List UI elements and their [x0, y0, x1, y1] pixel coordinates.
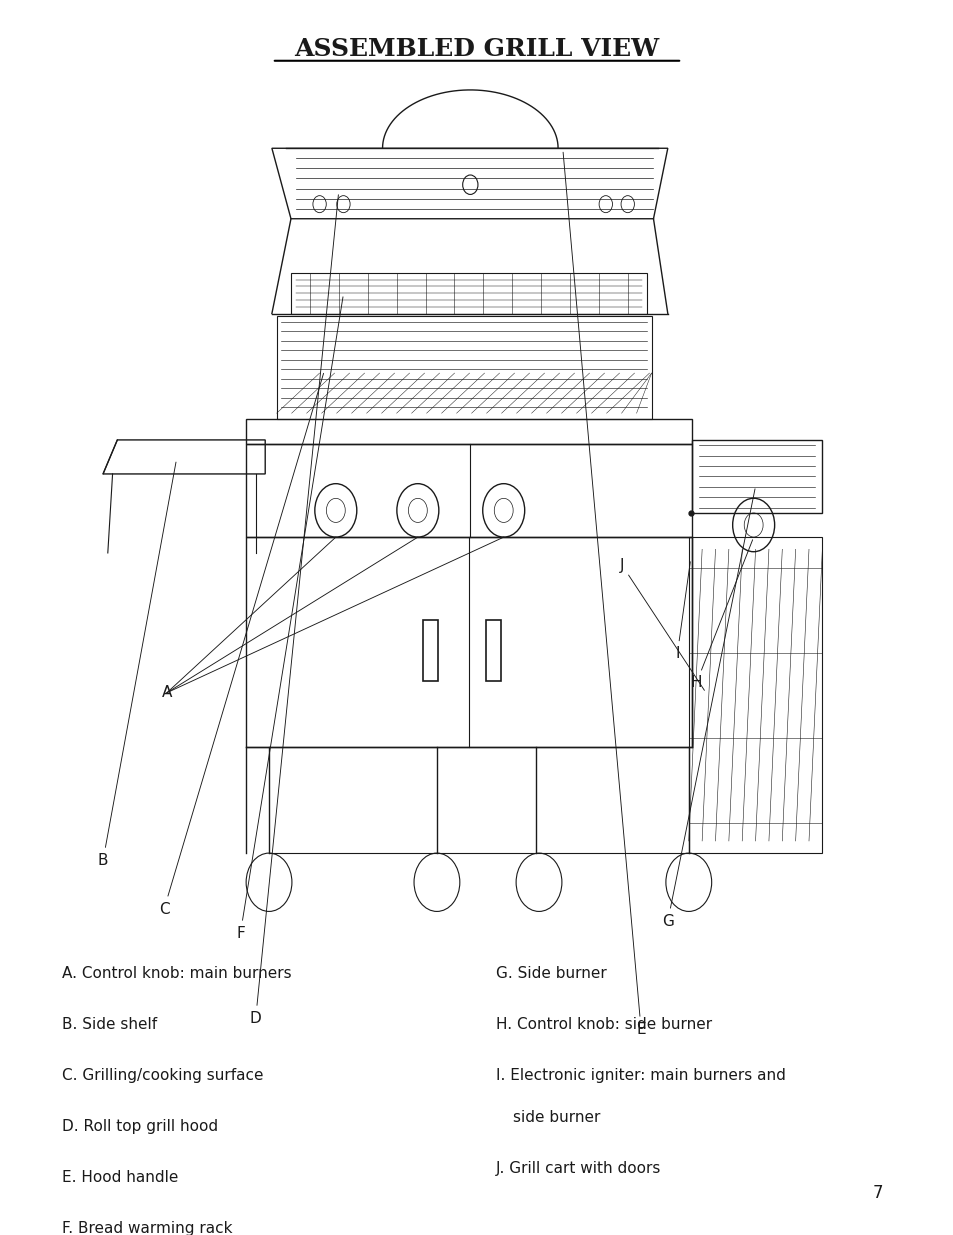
Text: G: G: [661, 489, 754, 929]
Text: J. Grill cart with doors: J. Grill cart with doors: [496, 1161, 660, 1176]
Text: H: H: [690, 540, 752, 690]
Text: F: F: [235, 296, 343, 941]
Text: C: C: [158, 373, 323, 916]
Text: side burner: side burner: [513, 1109, 600, 1125]
Text: D: D: [250, 195, 338, 1026]
Text: I: I: [675, 562, 690, 661]
Text: H. Control knob: side burner: H. Control knob: side burner: [496, 1018, 712, 1032]
Text: 7: 7: [871, 1184, 882, 1203]
Text: B. Side shelf: B. Side shelf: [62, 1018, 157, 1032]
Text: E: E: [562, 152, 645, 1037]
Text: A: A: [162, 685, 172, 700]
Text: C. Grilling/cooking surface: C. Grilling/cooking surface: [62, 1068, 263, 1083]
Text: F. Bread warming rack: F. Bread warming rack: [62, 1221, 233, 1235]
Text: E. Hood handle: E. Hood handle: [62, 1171, 178, 1186]
Text: J: J: [619, 557, 703, 690]
Text: A. Control knob: main burners: A. Control knob: main burners: [62, 966, 292, 981]
Text: B: B: [97, 462, 175, 868]
Text: G. Side burner: G. Side burner: [496, 966, 606, 981]
Text: D. Roll top grill hood: D. Roll top grill hood: [62, 1119, 218, 1134]
Text: I. Electronic igniter: main burners and: I. Electronic igniter: main burners and: [496, 1068, 785, 1083]
Text: ASSEMBLED GRILL VIEW: ASSEMBLED GRILL VIEW: [294, 37, 659, 61]
